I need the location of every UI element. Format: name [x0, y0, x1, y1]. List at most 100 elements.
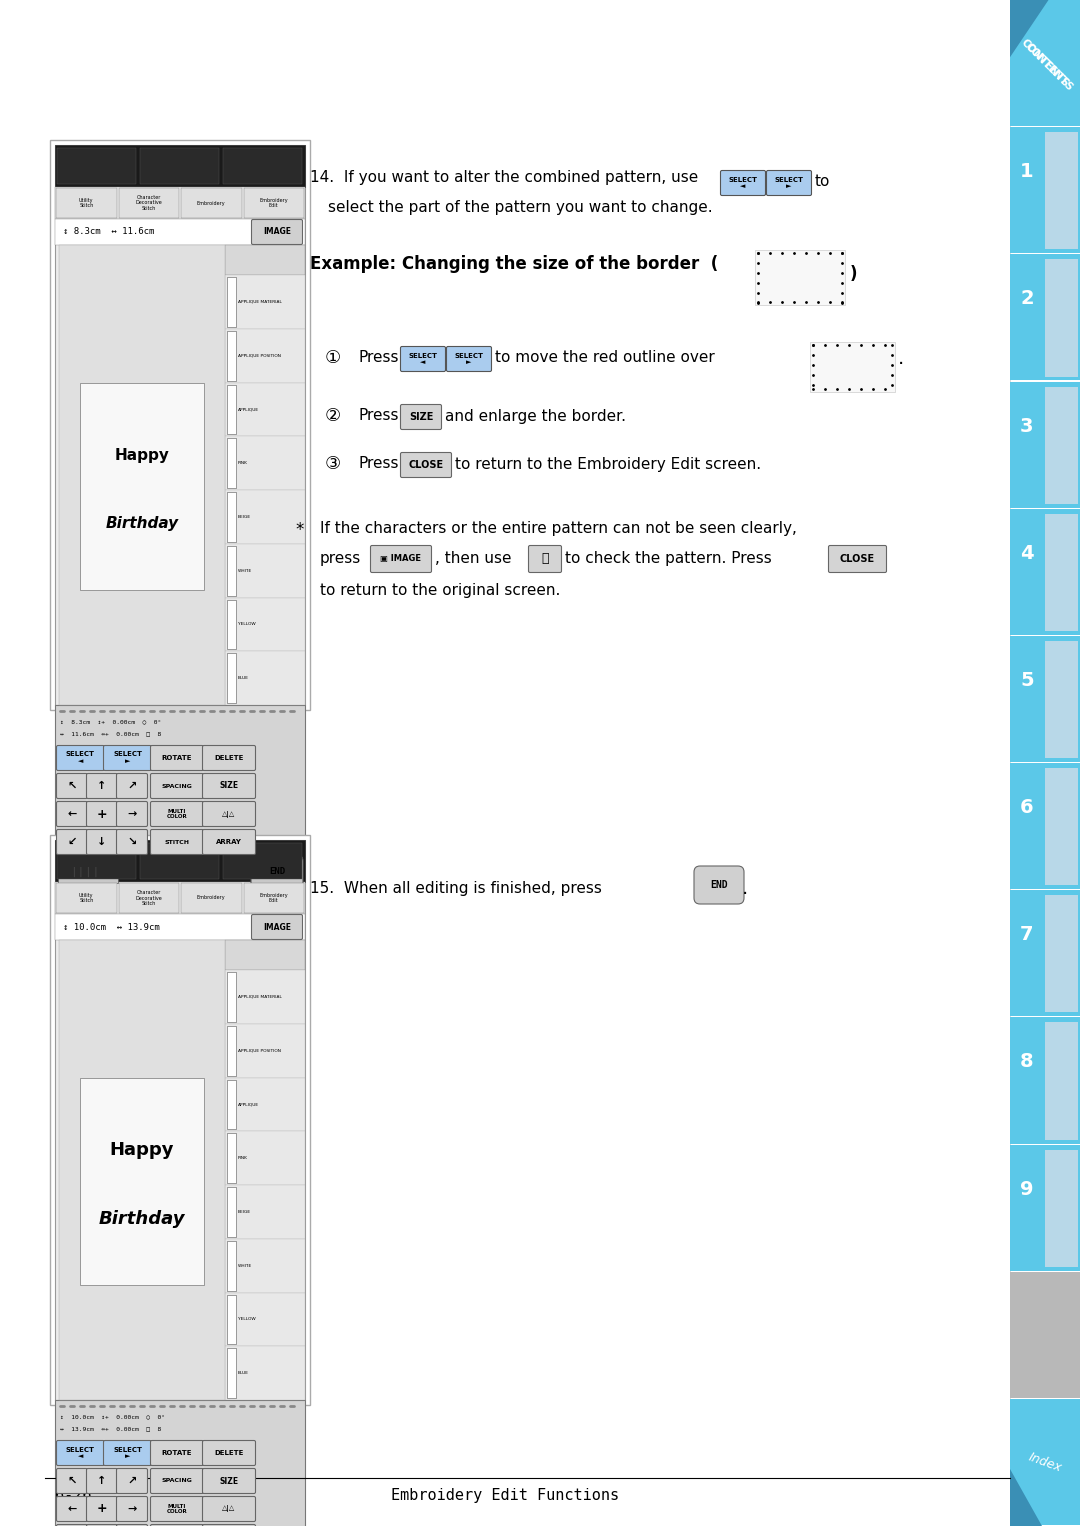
Bar — [225, 1346, 305, 1399]
Bar — [225, 1024, 305, 1077]
Text: △|△: △|△ — [222, 1506, 235, 1512]
Bar — [1010, 763, 1080, 890]
Text: ③: ③ — [325, 455, 341, 473]
Bar — [80, 1077, 204, 1285]
Text: 4: 4 — [1020, 543, 1034, 563]
FancyBboxPatch shape — [401, 453, 451, 478]
Text: CONTENTS: CONTENTS — [1020, 38, 1070, 90]
Text: +: + — [97, 807, 107, 821]
Bar — [1045, 641, 1078, 758]
Text: +: + — [97, 1503, 107, 1515]
FancyBboxPatch shape — [694, 865, 744, 903]
Text: DELETE: DELETE — [214, 755, 244, 761]
Bar — [181, 188, 242, 218]
Bar — [58, 861, 118, 884]
FancyBboxPatch shape — [117, 830, 148, 855]
Bar — [1045, 1149, 1078, 1267]
FancyBboxPatch shape — [56, 746, 105, 771]
Bar — [140, 842, 219, 879]
Bar — [227, 1134, 237, 1183]
Text: APPLIQUE POSITION: APPLIQUE POSITION — [238, 1048, 281, 1053]
Bar — [227, 1079, 237, 1129]
FancyBboxPatch shape — [828, 545, 887, 572]
Bar — [225, 436, 305, 490]
Text: APPLIQUE POSITION: APPLIQUE POSITION — [238, 354, 281, 357]
Text: and enlarge the border.: and enlarge the border. — [445, 409, 626, 424]
Text: Character
Decorative
Stitch: Character Decorative Stitch — [135, 890, 162, 906]
Bar — [225, 1186, 305, 1239]
Text: BLUE: BLUE — [238, 1372, 249, 1375]
Text: 6: 6 — [1020, 798, 1034, 816]
Bar — [225, 940, 305, 971]
FancyBboxPatch shape — [117, 1497, 148, 1521]
Bar — [55, 145, 305, 705]
Bar — [227, 1241, 237, 1291]
FancyBboxPatch shape — [150, 801, 203, 827]
Text: Embroidery
Edit: Embroidery Edit — [259, 893, 288, 903]
FancyBboxPatch shape — [104, 1441, 151, 1465]
FancyBboxPatch shape — [251, 855, 303, 890]
Text: Character
Decorative
Stitch: Character Decorative Stitch — [135, 195, 162, 211]
Text: ↔  13.9cm  ⇔+  0.00cm  □  8: ↔ 13.9cm ⇔+ 0.00cm □ 8 — [60, 1425, 161, 1431]
Text: ⌕: ⌕ — [541, 552, 549, 566]
FancyBboxPatch shape — [56, 774, 87, 798]
Text: →: → — [127, 809, 137, 819]
Bar — [55, 839, 305, 882]
Bar — [1010, 1399, 1080, 1524]
Text: MULTI
COLOR: MULTI COLOR — [166, 809, 187, 819]
Bar — [227, 972, 237, 1022]
Text: Embroidery: Embroidery — [197, 896, 226, 900]
Text: ↑: ↑ — [97, 1476, 107, 1486]
FancyBboxPatch shape — [401, 346, 446, 371]
Text: MULTI
COLOR: MULTI COLOR — [166, 1503, 187, 1514]
FancyBboxPatch shape — [150, 1441, 203, 1465]
FancyBboxPatch shape — [150, 1468, 203, 1494]
Text: PINK: PINK — [238, 1157, 248, 1160]
Bar — [227, 546, 237, 595]
Text: 2: 2 — [1020, 290, 1034, 308]
Bar — [225, 971, 305, 1024]
Text: SELECT
◄: SELECT ◄ — [66, 751, 95, 765]
Bar — [1045, 386, 1078, 504]
Bar — [1010, 636, 1080, 761]
FancyBboxPatch shape — [446, 346, 491, 371]
Text: ①: ① — [325, 349, 341, 366]
Bar — [55, 914, 305, 940]
FancyBboxPatch shape — [86, 801, 118, 827]
Text: YELLOW: YELLOW — [238, 1317, 256, 1322]
Text: ROTATE: ROTATE — [162, 755, 192, 761]
Text: 7: 7 — [1020, 925, 1034, 945]
Text: △|△: △|△ — [222, 810, 235, 818]
Text: →: → — [127, 1505, 137, 1514]
Text: SPACING: SPACING — [162, 1479, 192, 1483]
Text: CONTENTS: CONTENTS — [1023, 41, 1075, 93]
Text: SELECT
◄: SELECT ◄ — [408, 353, 437, 366]
Text: IMAGE: IMAGE — [264, 227, 291, 237]
Text: 9: 9 — [1020, 1180, 1034, 1198]
Text: .: . — [742, 879, 748, 897]
Bar — [225, 598, 305, 652]
Bar — [1010, 890, 1080, 1016]
FancyBboxPatch shape — [150, 1497, 203, 1521]
Text: PINK: PINK — [238, 461, 248, 465]
Text: ↔  11.6cm  ⇔+  0.00cm  □  8: ↔ 11.6cm ⇔+ 0.00cm □ 8 — [60, 731, 161, 736]
Text: 8: 8 — [1020, 1053, 1034, 1071]
Text: WHITE: WHITE — [238, 569, 253, 572]
Text: ARRAY: ARRAY — [216, 839, 242, 845]
FancyBboxPatch shape — [117, 1468, 148, 1494]
Bar — [1010, 0, 1080, 127]
Text: CLOSE: CLOSE — [408, 459, 444, 470]
Bar — [1045, 896, 1078, 1012]
Polygon shape — [1010, 0, 1049, 56]
Text: SELECT
►: SELECT ► — [774, 177, 804, 189]
Text: press: press — [320, 551, 361, 566]
FancyBboxPatch shape — [203, 1497, 256, 1521]
FancyBboxPatch shape — [56, 1497, 87, 1521]
Text: Utility
Stitch: Utility Stitch — [79, 197, 94, 209]
FancyBboxPatch shape — [720, 171, 766, 195]
Bar — [55, 882, 305, 914]
Text: 3: 3 — [1020, 417, 1034, 435]
Bar — [227, 438, 237, 488]
Text: ↕  10.0cm  ↕+  0.00cm  ○  0°: ↕ 10.0cm ↕+ 0.00cm ○ 0° — [60, 1415, 165, 1419]
Bar — [225, 1293, 305, 1346]
